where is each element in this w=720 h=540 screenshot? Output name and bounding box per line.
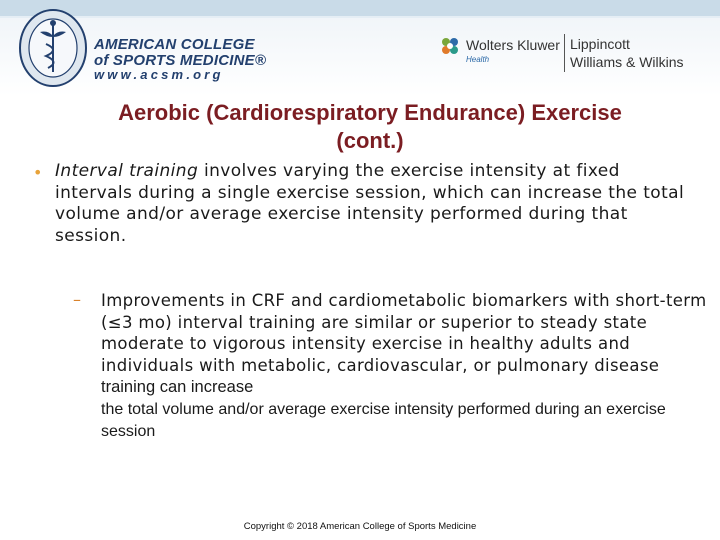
publisher-divider [564,34,565,72]
bullet-body: involves varying the exercise intensity … [55,161,685,246]
slide-title-line2: (cont.) [336,128,404,153]
sub-bullet-paragraph: Improvements in CRF and cardiometabolic … [101,290,711,399]
bullet-marker: • [33,163,43,182]
sub-bullet-marker: – [73,290,81,309]
sub-bullet-continuation: the total volume and/or average exercise… [101,401,666,440]
bullet-paragraph: Interval training involves varying the e… [55,161,695,247]
sub-bullet-tail: training can increase [101,378,254,396]
slide-title-line1: Aerobic (Cardiorespiratory Endurance) Ex… [118,100,622,125]
publisher-company: Wolters Kluwer [466,37,560,53]
acsm-url: www.acsm.org [94,67,224,82]
bullet-term: Interval training [55,161,199,181]
acsm-name-line2: of SPORTS MEDICINE® [94,52,267,69]
sub-bullet-body: Improvements in CRF and cardiometabolic … [101,291,707,375]
copyright-footer: Copyright © 2018 American College of Spo… [243,521,477,532]
top-accent-stripe [0,16,720,18]
acsm-seal-logo [19,9,87,87]
slide-title: Aerobic (Cardiorespiratory Endurance) Ex… [40,99,700,155]
top-accent-bar [0,0,720,16]
header-band [0,18,720,96]
publisher-division: Health [466,55,490,64]
wolters-kluwer-logo-icon [442,38,458,54]
publisher-imprint-line1: Lippincott [570,36,630,52]
publisher-imprint-line2: Williams & Wilkins [570,54,684,70]
acsm-name-line1: AMERICAN COLLEGE [94,36,255,53]
